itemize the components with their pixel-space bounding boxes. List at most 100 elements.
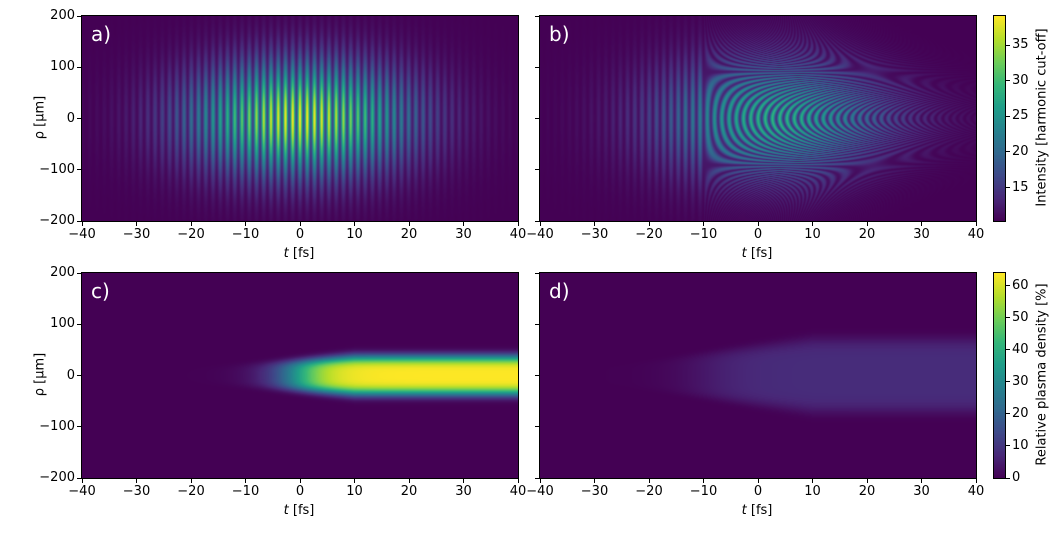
x-tick-mark: [975, 479, 977, 483]
y-tick-mark: [535, 169, 539, 171]
colorbar-tick-mark: [1006, 44, 1010, 46]
x-tick-label: 30: [913, 484, 930, 499]
x-axis-unit: [fs]: [288, 503, 315, 518]
y-tick-mark: [77, 66, 81, 68]
y-tick-mark: [535, 272, 539, 274]
x-tick-mark: [299, 479, 301, 483]
x-tick-label: 0: [295, 484, 305, 499]
x-tick-label: −20: [635, 484, 663, 499]
x-tick-mark: [190, 479, 192, 483]
y-tick-label: −200: [39, 470, 75, 485]
colorbar-label: Relative plasma density [%]: [1034, 282, 1050, 466]
colorbar-gradient: [994, 16, 1005, 221]
colorbar-tick-label: 15: [1012, 179, 1029, 195]
colorbar-tick-mark: [1006, 413, 1010, 415]
x-axis-variable: t: [741, 503, 747, 518]
y-tick-mark: [535, 477, 539, 479]
x-tick-mark: [975, 222, 977, 226]
x-tick-label: 40: [967, 227, 985, 242]
colorbar-tick-label: 20: [1012, 405, 1029, 421]
heatmap-image: [540, 16, 976, 221]
x-tick-label: 30: [455, 484, 472, 499]
y-tick-mark: [77, 323, 81, 325]
heatmap-image: [82, 273, 518, 478]
x-tick-mark: [299, 222, 301, 226]
y-tick-mark: [535, 118, 539, 119]
heatmap-panel-b: b): [539, 15, 977, 222]
x-tick-label: 10: [346, 227, 363, 242]
x-tick-label: −10: [689, 484, 718, 499]
y-tick-mark: [77, 477, 81, 479]
x-tick-mark: [136, 222, 137, 226]
colorbar-intensity: [993, 15, 1006, 222]
heatmap-panel-d: d): [539, 272, 977, 479]
heatmap-image: [82, 16, 518, 221]
colorbar-tick-label: 40: [1012, 341, 1029, 357]
heatmap-panel-c: c): [81, 272, 519, 479]
colorbar-tick-label: 0: [1012, 470, 1021, 485]
colorbar-tick-label: 30: [1012, 72, 1029, 88]
x-tick-label: 10: [804, 484, 821, 499]
x-tick-label: 20: [400, 484, 418, 499]
x-tick-label: −30: [580, 484, 609, 499]
y-tick-mark: [77, 169, 81, 171]
y-axis-label: ρ [µm]: [32, 95, 48, 139]
x-axis-label: t [fs]: [727, 246, 787, 261]
x-tick-mark: [594, 222, 595, 226]
colorbar-label: Intensity [harmonic cut-off]: [1034, 27, 1050, 207]
x-tick-mark: [757, 222, 759, 226]
y-tick-label: −100: [39, 161, 75, 177]
x-tick-mark: [703, 222, 704, 226]
y-tick-mark: [535, 66, 539, 68]
x-axis-unit: [fs]: [746, 246, 773, 261]
x-axis-unit: [fs]: [746, 503, 773, 518]
colorbar-tick-mark: [1006, 445, 1010, 447]
x-tick-label: 20: [858, 484, 876, 499]
x-tick-mark: [136, 479, 137, 483]
x-tick-label: 10: [804, 227, 821, 242]
colorbar-tick-label: 20: [1012, 143, 1029, 159]
x-tick-label: −20: [177, 484, 205, 499]
x-tick-label: 0: [753, 484, 763, 499]
y-tick-mark: [77, 426, 81, 428]
x-axis-variable: t: [283, 246, 289, 261]
x-tick-label: −40: [68, 484, 96, 499]
y-tick-label: −200: [39, 213, 75, 228]
y-tick-label: 100: [50, 59, 75, 75]
panel-label: d): [549, 279, 570, 303]
x-tick-mark: [463, 222, 464, 226]
panel-label: b): [549, 22, 570, 46]
colorbar-tick-mark: [1006, 349, 1010, 351]
x-tick-mark: [648, 479, 650, 483]
y-tick-label: 200: [50, 265, 75, 280]
colorbar-tick-mark: [1006, 80, 1010, 82]
x-tick-mark: [703, 479, 704, 483]
colorbar-tick-mark: [1006, 151, 1010, 153]
y-axis-label: ρ [µm]: [32, 352, 48, 396]
colorbar-plasma-density: [993, 272, 1006, 479]
x-tick-mark: [757, 479, 759, 483]
x-tick-label: −10: [231, 484, 260, 499]
y-tick-mark: [535, 375, 539, 376]
heatmap-image: [540, 273, 976, 478]
x-tick-mark: [539, 222, 541, 226]
colorbar-tick-label: 10: [1012, 437, 1029, 453]
colorbar-tick-label: 60: [1012, 277, 1029, 293]
x-tick-mark: [81, 479, 83, 483]
colorbar-tick-label: 25: [1012, 108, 1029, 124]
y-tick-mark: [77, 118, 81, 119]
x-tick-mark: [408, 479, 410, 483]
x-tick-mark: [354, 479, 355, 483]
x-tick-mark: [245, 479, 246, 483]
x-tick-mark: [921, 222, 922, 226]
heatmap-panel-a: a): [81, 15, 519, 222]
y-tick-mark: [535, 323, 539, 325]
x-tick-label: 20: [858, 227, 876, 242]
x-tick-mark: [866, 479, 868, 483]
x-tick-label: 40: [967, 484, 985, 499]
colorbar-tick-mark: [1006, 317, 1010, 319]
y-tick-label: 200: [50, 8, 75, 23]
x-axis-label: t [fs]: [269, 503, 329, 518]
x-tick-mark: [354, 222, 355, 226]
